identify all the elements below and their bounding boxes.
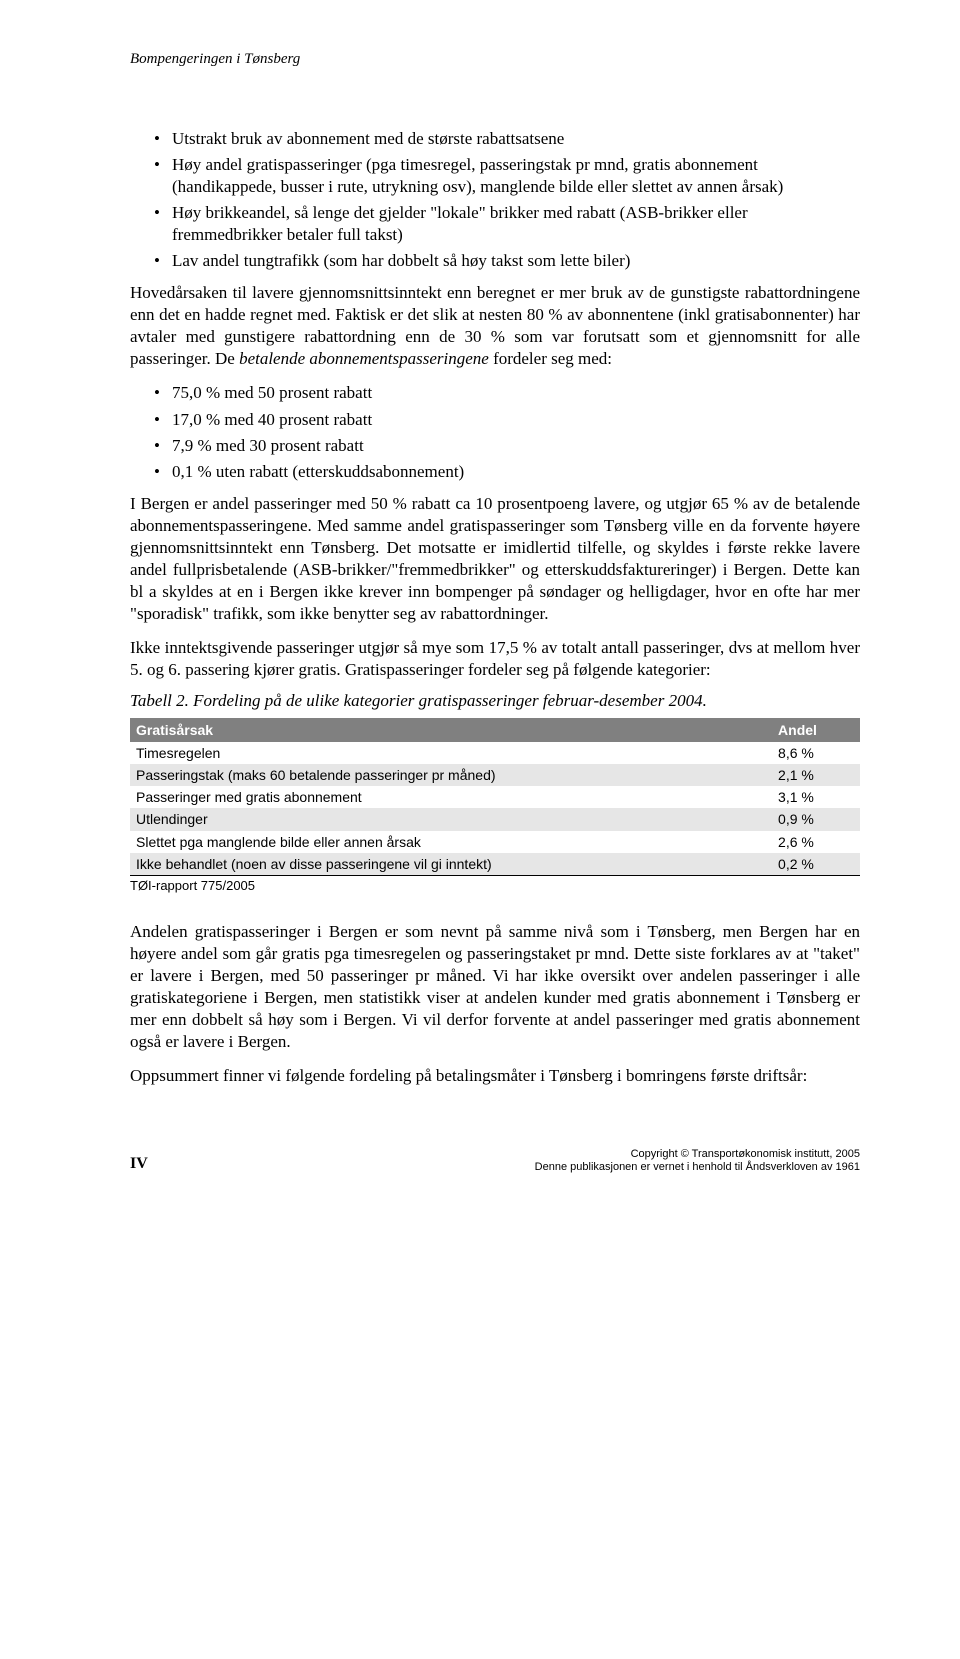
table-cell: Ikke behandlet (noen av disse passeringe…	[130, 853, 772, 876]
list-item-text: 17,0 % med 40 prosent rabatt	[172, 410, 372, 429]
table-cell: Utlendinger	[130, 808, 772, 830]
table-cell: 2,1 %	[772, 764, 860, 786]
footer-notice: Copyright © Transportøkonomisk institutt…	[535, 1148, 860, 1176]
header-title: Bompengeringen i Tønsberg	[130, 51, 300, 67]
table-row: Timesregelen 8,6 %	[130, 742, 860, 764]
list-item-text: 75,0 % med 50 prosent rabatt	[172, 383, 372, 402]
list-item-text: Høy brikkeandel, så lenge det gjelder "l…	[172, 203, 748, 244]
table-cell: Passeringstak (maks 60 betalende passeri…	[130, 764, 772, 786]
table-cell: Timesregelen	[130, 742, 772, 764]
page-number: IV	[130, 1154, 148, 1175]
table-cell: 8,6 %	[772, 742, 860, 764]
table-source: TØI-rapport 775/2005	[130, 878, 860, 895]
footer-copyright: Copyright © Transportøkonomisk institutt…	[535, 1148, 860, 1162]
table-header-cell: Gratisårsak	[130, 718, 772, 742]
table-cell: 3,1 %	[772, 786, 860, 808]
paragraph-2: I Bergen er andel passeringer med 50 % r…	[130, 493, 860, 626]
list-item: Høy andel gratispasseringer (pga timesre…	[154, 154, 860, 198]
list-item-text: 0,1 % uten rabatt (etterskuddsabonnement…	[172, 462, 464, 481]
table-cell: Slettet pga manglende bilde eller annen …	[130, 831, 772, 853]
paragraph-3: Ikke inntektsgivende passeringer utgjør …	[130, 637, 860, 681]
table-cell: Passeringer med gratis abonnement	[130, 786, 772, 808]
table-cell: 0,2 %	[772, 853, 860, 876]
bullet-list-2: 75,0 % med 50 prosent rabatt 17,0 % med …	[130, 382, 860, 482]
table-row: Slettet pga manglende bilde eller annen …	[130, 831, 860, 853]
list-item: 17,0 % med 40 prosent rabatt	[154, 409, 860, 431]
table-row: Utlendinger 0,9 %	[130, 808, 860, 830]
list-item-text: Utstrakt bruk av abonnement med de størs…	[172, 129, 564, 148]
footer-legal: Denne publikasjonen er vernet i henhold …	[535, 1161, 860, 1175]
table-header-cell: Andel	[772, 718, 860, 742]
table-row: Passeringstak (maks 60 betalende passeri…	[130, 764, 860, 786]
list-item: 7,9 % med 30 prosent rabatt	[154, 435, 860, 457]
list-item: Høy brikkeandel, så lenge det gjelder "l…	[154, 202, 860, 246]
table-caption: Tabell 2. Fordeling på de ulike kategori…	[130, 690, 860, 712]
paragraph-1: Hovedårsaken til lavere gjennomsnittsinn…	[130, 282, 860, 370]
list-item: 0,1 % uten rabatt (etterskuddsabonnement…	[154, 461, 860, 483]
table-row: Passeringer med gratis abonnement 3,1 %	[130, 786, 860, 808]
list-item-text: 7,9 % med 30 prosent rabatt	[172, 436, 364, 455]
bullet-list-1: Utstrakt bruk av abonnement med de størs…	[130, 128, 860, 273]
list-item-text: Høy andel gratispasseringer (pga timesre…	[172, 155, 783, 196]
document-header: Bompengeringen i Tønsberg	[130, 50, 860, 70]
list-item: 75,0 % med 50 prosent rabatt	[154, 382, 860, 404]
table-row: Ikke behandlet (noen av disse passeringe…	[130, 853, 860, 876]
list-item: Utstrakt bruk av abonnement med de størs…	[154, 128, 860, 150]
paragraph-4: Andelen gratispasseringer i Bergen er so…	[130, 921, 860, 1054]
gratis-table: Gratisårsak Andel Timesregelen 8,6 % Pas…	[130, 718, 860, 876]
list-item: Lav andel tungtrafikk (som har dobbelt s…	[154, 250, 860, 272]
table-cell: 0,9 %	[772, 808, 860, 830]
table-cell: 2,6 %	[772, 831, 860, 853]
paragraph-5: Oppsummert finner vi følgende fordeling …	[130, 1065, 860, 1087]
page-footer: IV Copyright © Transportøkonomisk instit…	[130, 1148, 860, 1176]
list-item-text: Lav andel tungtrafikk (som har dobbelt s…	[172, 251, 630, 270]
